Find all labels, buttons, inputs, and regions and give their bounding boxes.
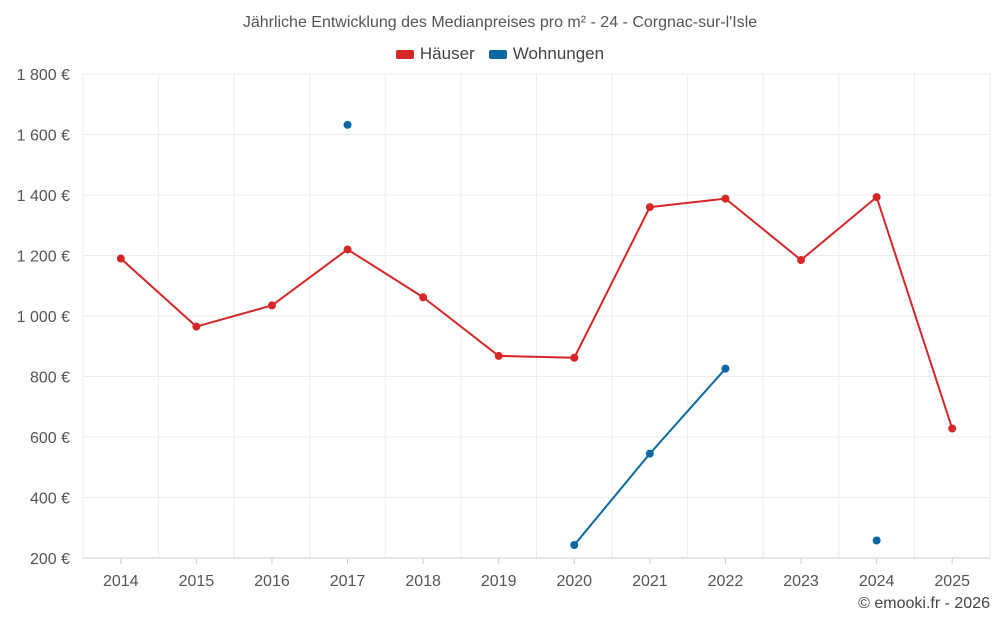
x-tick-label: 2015	[179, 573, 215, 590]
y-tick-label: 1 200 €	[17, 249, 70, 266]
x-tick-label: 2018	[405, 573, 441, 590]
y-tick-label: 200 €	[30, 551, 70, 568]
chart-title: Jährliche Entwicklung des Medianpreises …	[242, 14, 758, 31]
legend-item-haeuser[interactable]: Häuser	[395, 44, 475, 64]
x-tick-label: 2021	[632, 573, 668, 590]
data-point-haeuser	[116, 254, 125, 263]
x-tick-label: 2022	[708, 573, 744, 590]
data-point-haeuser	[343, 245, 352, 254]
data-point-wohnungen	[343, 120, 352, 129]
data-point-haeuser	[419, 293, 428, 302]
data-point-haeuser	[192, 322, 201, 331]
x-tick-label: 2014	[103, 573, 139, 590]
legend-item-wohnungen[interactable]: Wohnungen	[488, 44, 605, 64]
y-tick-label: 600 €	[30, 430, 70, 447]
y-tick-label: 400 €	[30, 491, 70, 508]
data-point-wohnungen	[721, 364, 730, 373]
legend-label-haeuser: Häuser	[419, 44, 475, 63]
data-point-haeuser	[494, 351, 503, 360]
y-tick-label: 1 600 €	[17, 128, 70, 145]
legend: Häuser Wohnungen	[0, 44, 1000, 64]
x-tick-label: 2016	[254, 573, 290, 590]
x-tick-label: 2023	[783, 573, 819, 590]
data-point-haeuser	[645, 203, 654, 212]
x-tick-label: 2025	[934, 573, 970, 590]
legend-label-wohnungen: Wohnungen	[512, 44, 605, 63]
x-tick-label: 2017	[330, 573, 366, 590]
data-point-haeuser	[948, 424, 957, 433]
legend-swatch-haeuser	[395, 49, 414, 59]
x-tick-label: 2024	[859, 573, 895, 590]
data-point-haeuser	[570, 353, 579, 362]
legend-swatch-wohnungen	[488, 49, 507, 59]
data-point-wohnungen	[872, 536, 881, 545]
data-point-haeuser	[872, 193, 881, 202]
y-tick-label: 1 800 €	[17, 67, 70, 84]
credit-text: © emooki.fr - 2026	[858, 595, 990, 612]
x-tick-label: 2020	[556, 573, 592, 590]
data-point-haeuser	[267, 301, 276, 310]
y-tick-label: 1 400 €	[17, 188, 70, 205]
series-line-haeuser	[120, 196, 954, 429]
data-point-wohnungen	[645, 449, 654, 458]
data-point-wohnungen	[570, 540, 579, 549]
data-point-haeuser	[721, 194, 730, 203]
y-tick-label: 800 €	[30, 370, 70, 387]
x-tick-label: 2019	[481, 573, 517, 590]
data-point-haeuser	[797, 256, 806, 265]
y-tick-label: 1 000 €	[17, 309, 70, 326]
